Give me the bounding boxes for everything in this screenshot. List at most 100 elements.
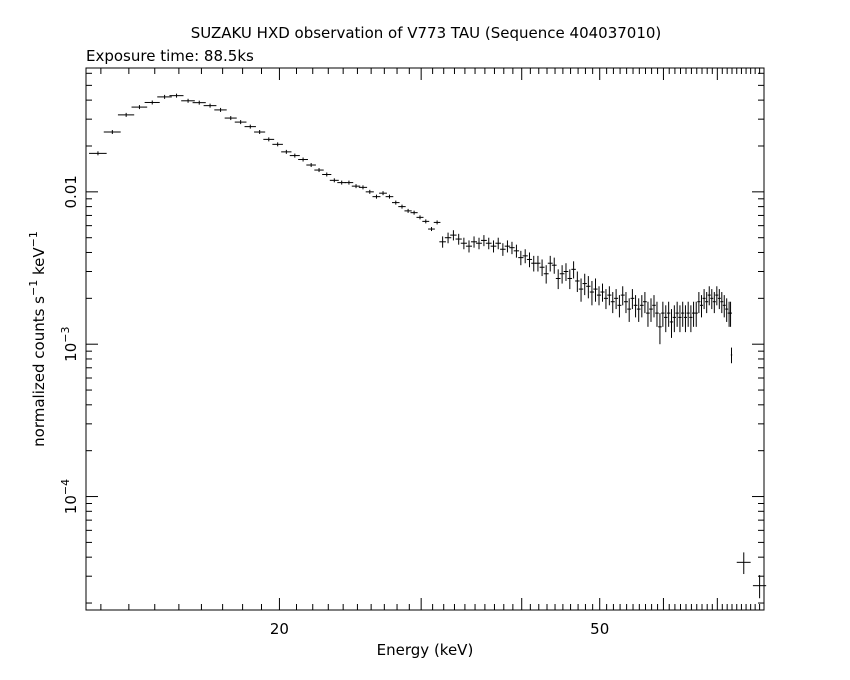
data-point [404, 208, 412, 213]
data-point [244, 124, 256, 129]
data-point [610, 292, 615, 314]
data-point [351, 184, 361, 189]
data-point [169, 93, 184, 98]
data-point [263, 137, 275, 142]
data-point [603, 289, 609, 310]
data-point [555, 269, 561, 290]
data-point [433, 220, 441, 225]
data-point [752, 575, 767, 599]
data-point [567, 269, 573, 290]
data-point [181, 98, 195, 103]
data-point [710, 289, 714, 310]
data-point [652, 295, 656, 318]
data-point [480, 235, 487, 247]
data-point [686, 301, 690, 327]
x-tick-label: 50 [590, 620, 609, 638]
data-point [465, 240, 473, 253]
y-tick-label: 0.01 [62, 175, 80, 208]
data-point [639, 295, 644, 318]
data-point [586, 276, 591, 299]
data-point [607, 286, 612, 306]
data-point [593, 278, 598, 302]
data-point [630, 289, 635, 310]
data-point [672, 305, 677, 333]
data-point [476, 237, 482, 250]
data-point [694, 301, 698, 327]
data-point [600, 283, 605, 302]
data-point [329, 178, 339, 183]
data-point [358, 185, 368, 190]
y-tick-label: 10−4 [59, 479, 80, 514]
data-point [504, 240, 511, 253]
data-point [649, 298, 653, 322]
data-point [717, 289, 721, 310]
data-point [666, 301, 671, 327]
data-point [697, 292, 701, 314]
x-tick-label: 20 [270, 620, 289, 638]
y-tick-label: 10−3 [59, 327, 80, 362]
data-point [689, 305, 693, 333]
data-point [643, 292, 647, 314]
data-point [624, 292, 628, 314]
data-point [707, 286, 711, 306]
y-axis-label-exp1: −1 [27, 280, 40, 296]
data-point [596, 286, 602, 306]
data-point [730, 347, 733, 364]
data-point [683, 305, 688, 333]
data-point [214, 107, 227, 112]
data-point [522, 249, 528, 264]
data-point [428, 227, 435, 232]
data-point [736, 552, 751, 575]
data-point [699, 295, 704, 318]
data-point [385, 194, 394, 199]
data-point [513, 244, 520, 258]
data-point [526, 252, 533, 268]
data-point [306, 163, 316, 168]
data-point [490, 240, 497, 253]
data-point [460, 237, 467, 250]
data-point [157, 94, 172, 99]
data-point [614, 289, 619, 310]
data-point [518, 250, 524, 266]
data-point [627, 298, 632, 322]
x-axis-label: Energy (keV) [377, 641, 474, 659]
y-axis-label: normalized counts s−1 keV−1 [27, 231, 48, 447]
data-point [661, 301, 665, 327]
data-point [720, 292, 724, 314]
data-point [398, 204, 406, 209]
data-point [289, 153, 300, 158]
data-point [531, 255, 537, 272]
data-point [450, 230, 457, 241]
data-point [582, 273, 587, 296]
data-point [103, 130, 121, 135]
data-point [658, 313, 662, 345]
data-point [272, 142, 283, 147]
data-point [543, 265, 549, 284]
data-point [691, 301, 696, 327]
data-point [509, 241, 515, 255]
data-point [681, 301, 685, 327]
data-point [485, 237, 492, 250]
data-point [547, 255, 553, 272]
data-point [439, 236, 446, 248]
data-point [500, 243, 506, 256]
data-point [722, 295, 726, 318]
data-point [314, 168, 324, 173]
data-point [675, 301, 679, 327]
data-point [444, 232, 452, 244]
data-point [702, 289, 706, 310]
data-point [617, 295, 622, 318]
data-point [337, 180, 347, 185]
data-point [646, 301, 650, 327]
y-axis-label-main: normalized counts s [30, 296, 48, 447]
x-axis-ticks: 20 50 [100, 68, 765, 638]
data-point [571, 261, 576, 279]
data-point [495, 237, 502, 250]
data-point [535, 255, 541, 272]
data-point [636, 298, 641, 322]
data-point [559, 265, 565, 284]
data-point [89, 151, 107, 156]
data-point [620, 286, 625, 306]
data-point [655, 301, 659, 327]
